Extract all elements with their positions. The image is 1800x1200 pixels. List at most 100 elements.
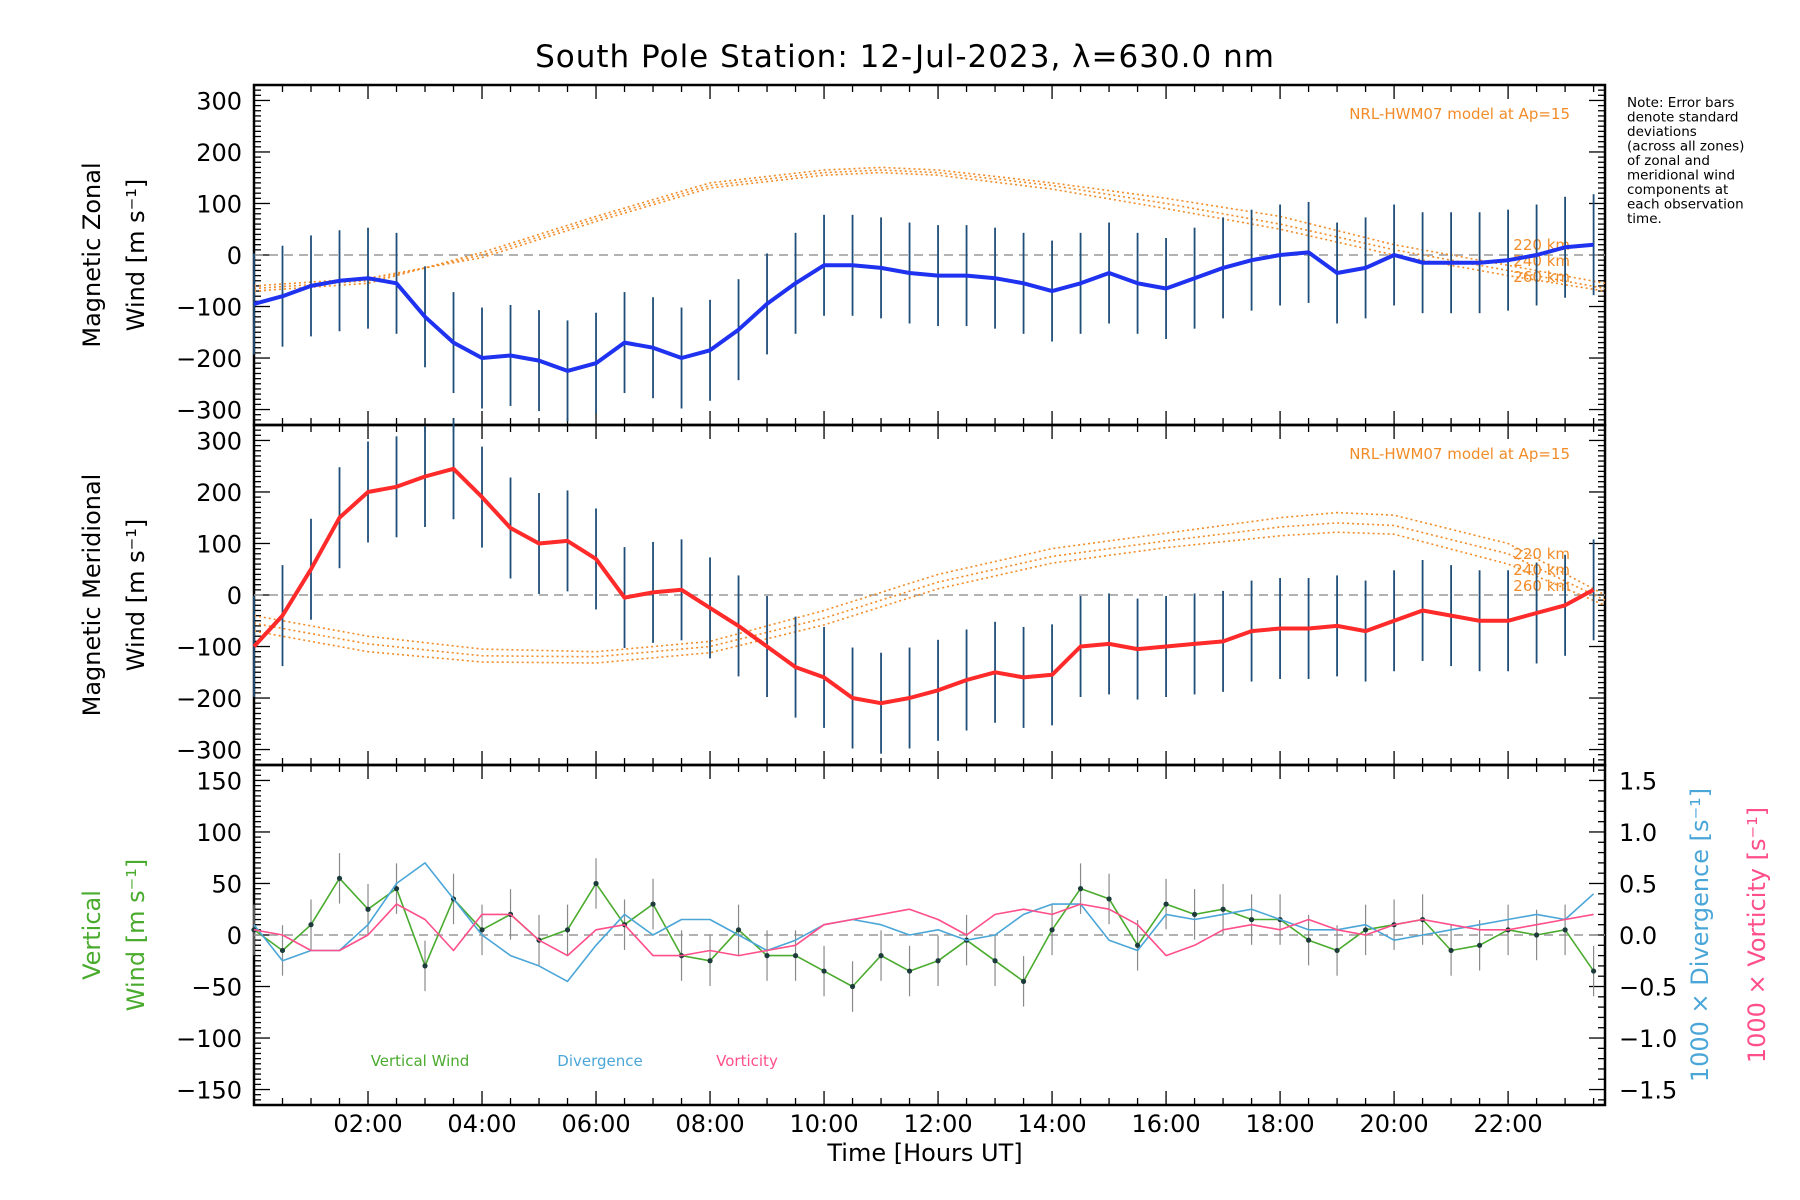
vertical-wind-point (1220, 906, 1226, 912)
vertical-wind-point (992, 958, 998, 964)
vertical-wind-point (1362, 927, 1369, 933)
y-axis-label-line: Wind [m s⁻¹] (122, 519, 150, 671)
y-tick-label: 300 (196, 87, 242, 115)
panel-zonal: −300 −200 −100 0 100 200 300 Magnetic Zonal Wind… (78, 83, 1607, 427)
vertical-wind-point (735, 927, 742, 933)
vertical-wind-point (1049, 927, 1055, 933)
vertical-wind-point (393, 886, 400, 892)
model-alt-label: 260 km (1513, 268, 1570, 286)
y-tick-label: 0 (227, 582, 242, 610)
y-tick-label: 0 (227, 922, 242, 950)
right-tick-label: 1.5 (1619, 767, 1657, 795)
note-line: Note: Error bars (1627, 95, 1734, 111)
vertical-wind-point (1020, 978, 1027, 984)
y-tick-label: −100 (176, 634, 242, 662)
x-axis-label: Time [Hours UT] (826, 1139, 1022, 1167)
y-tick-label: 200 (196, 479, 242, 507)
series-line-vertical-wind (253, 877, 1595, 988)
right-tick-label: −1.5 (1619, 1077, 1677, 1105)
note-line: time. (1627, 211, 1662, 227)
vertical-wind-point (279, 947, 286, 954)
model-curve-220-km (253, 511, 1606, 653)
model-curve-260-km (253, 171, 1606, 292)
right-tick-label: −1.0 (1619, 1025, 1677, 1053)
right-tick-label: 1.0 (1619, 819, 1657, 847)
vertical-wind-point (1191, 911, 1198, 917)
y-tick-label: −50 (191, 974, 242, 1002)
series-line-magnetic-meridional-wind (252, 466, 1595, 706)
model-curve-260-km (253, 531, 1606, 664)
vertical-wind-point (707, 958, 713, 964)
x-tick-label: 20:00 (1359, 1110, 1428, 1138)
chart-title: South Pole Station: 12-Jul-2023, λ=630.0… (535, 39, 1275, 75)
note-line: meridional wind (1627, 168, 1735, 184)
note-line: (across all zones) (1627, 139, 1744, 155)
y-tick-label: 300 (196, 427, 242, 455)
vertical-wind-point (479, 927, 485, 933)
vertical-wind-point (1476, 942, 1483, 948)
model-alt-label: 240 km (1513, 561, 1570, 579)
note-line: of zonal and (1627, 153, 1710, 169)
vertical-wind-point (906, 968, 913, 974)
note-line: deviations (1627, 124, 1697, 140)
y-tick-label: 0 (227, 242, 242, 270)
vertical-wind-point (1077, 886, 1084, 892)
series-line-vorticity (253, 903, 1594, 957)
y-tick-label: −100 (176, 1025, 242, 1053)
model-label: NRL-HWM07 model at Ap=15 (1349, 445, 1570, 463)
legend-divergence: Divergence (557, 1052, 642, 1070)
vertical-wind-point (1106, 896, 1112, 902)
vertical-wind-point (593, 880, 599, 887)
model-alt-label: 220 km (1513, 545, 1570, 563)
right-tick-label: 0.0 (1619, 922, 1657, 950)
y-tick-label: −150 (176, 1077, 242, 1105)
note-line: denote standard (1627, 110, 1738, 126)
y-axis-label-line: Wind [m s⁻¹] (122, 859, 150, 1011)
x-tick-label: 12:00 (903, 1110, 972, 1138)
y-tick-label: −200 (176, 685, 242, 713)
panel-meridional: −300 −200 −100 0 100 200 300 Magnetic Meridiona… (78, 418, 1607, 767)
vertical-wind-point (764, 953, 770, 959)
vertical-wind-point (849, 983, 856, 990)
note-line: each observation (1627, 197, 1744, 213)
y-tick-label: 100 (196, 819, 242, 847)
y-axis-label-line: Magnetic Meridional (78, 474, 106, 717)
vertical-wind-point (1448, 947, 1454, 954)
vertical-wind-point (1134, 942, 1141, 948)
model-alt-label: 260 km (1513, 577, 1570, 595)
vertical-wind-point (935, 958, 941, 964)
x-tick-label: 14:00 (1017, 1110, 1086, 1138)
x-axis: 02:00 04:00 06:00 08:00 10:00 12:00 14:00 16:00… (333, 1110, 1542, 1138)
y-tick-label: 150 (196, 767, 242, 795)
right-tick-label: 0.5 (1619, 870, 1657, 898)
right-tick-label: −0.5 (1619, 974, 1677, 1002)
series-line-divergence (253, 862, 1595, 983)
x-tick-label: 04:00 (447, 1110, 516, 1138)
x-tick-label: 22:00 (1474, 1110, 1543, 1138)
y-axis-label-line: Magnetic Zonal (78, 162, 106, 347)
y-tick-label: −200 (176, 345, 242, 373)
legend-vorticity: Vorticity (716, 1052, 778, 1070)
vertical-wind-point (422, 963, 428, 969)
model-curve-240-km (253, 522, 1606, 658)
x-tick-label: 18:00 (1245, 1110, 1314, 1138)
x-tick-label: 08:00 (675, 1110, 744, 1138)
vertical-wind-point (564, 927, 571, 933)
vertical-wind-point (650, 901, 656, 907)
legend-vertical-wind: Vertical Wind (371, 1052, 470, 1070)
model-curve-240-km (253, 169, 1606, 290)
vertical-wind-point (1163, 901, 1169, 907)
y-axis-label-line: Wind [m s⁻¹] (122, 179, 150, 331)
vertical-wind-point (1533, 932, 1540, 938)
divergence-axis-label: 1000 × Divergence [s⁻¹] (1686, 788, 1714, 1082)
vertical-wind-point (1562, 927, 1568, 933)
vertical-wind-point (308, 922, 314, 928)
vorticity-axis-label: 1000 × Vorticity [s⁻¹] (1743, 807, 1771, 1063)
vertical-wind-point (1590, 968, 1597, 974)
vertical-wind-point (1248, 916, 1255, 923)
vertical-wind-point (1305, 937, 1312, 943)
series-line-magnetic-zonal-wind (253, 242, 1594, 373)
y-tick-label: 100 (196, 530, 242, 558)
